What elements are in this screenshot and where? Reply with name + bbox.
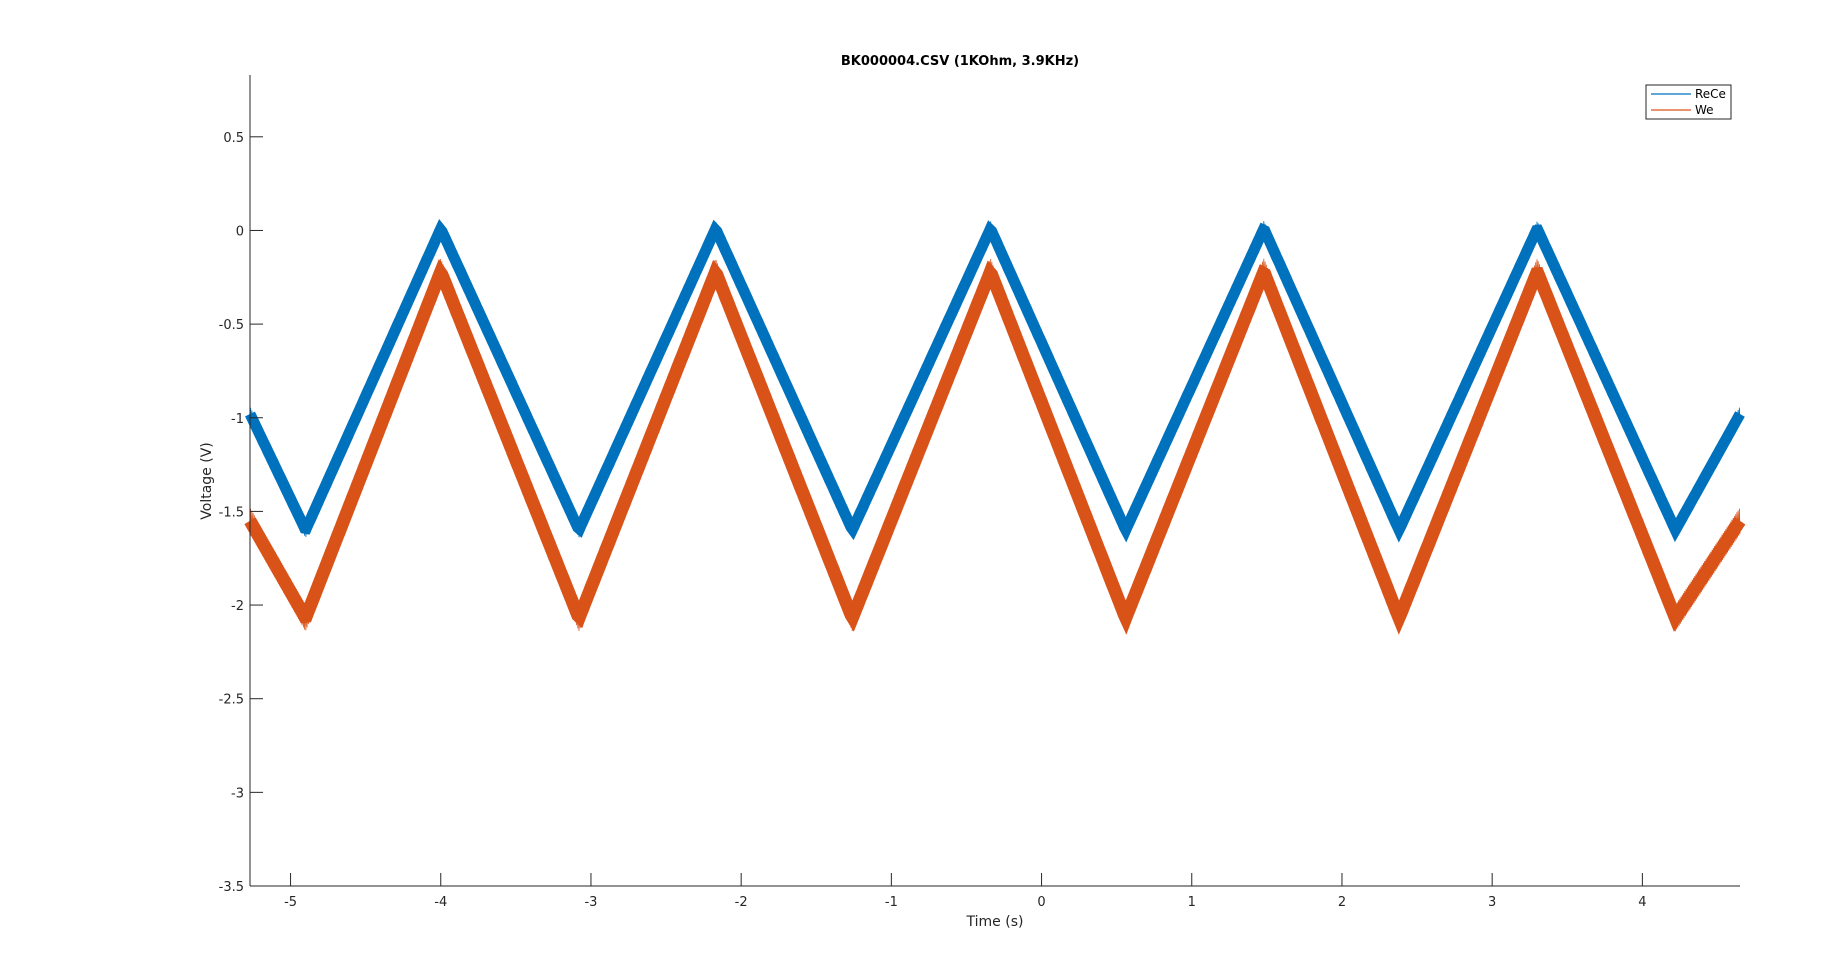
y-axis-label: Voltage (V): [199, 442, 215, 519]
x-tick-label: 3: [1488, 895, 1496, 910]
y-tick-label: -3: [231, 786, 244, 801]
legend-box: [1645, 84, 1732, 120]
x-tick-label: -3: [584, 895, 597, 910]
y-tick-label: 0.5: [223, 131, 244, 146]
x-tick-label: -2: [735, 895, 748, 910]
ticks-layer: -5 -4 -3 -2 -1 0 1 2 3 4 0.5 0 -0.5 -1 -1.5 -2 -2.5 -3 -3.…: [219, 131, 1647, 910]
x-tick-label: -1: [885, 895, 898, 910]
x-tick-label: -5: [284, 895, 297, 910]
x-tick-label: 1: [1188, 895, 1196, 910]
x-tick-label: 0: [1037, 895, 1045, 910]
x-tick-label: 4: [1638, 895, 1646, 910]
y-tick-label: -1.5: [219, 505, 244, 520]
y-tick-label: -3.5: [219, 880, 244, 895]
legend-label-rece: ReCe: [1695, 87, 1726, 101]
series-noise-rece: [249, 221, 1741, 538]
x-axis-label: Time (s): [966, 914, 1024, 930]
axes-layer: [249, 75, 1740, 887]
legend: ReCe We: [1645, 84, 1732, 120]
y-tick-label: -1: [231, 412, 244, 427]
y-tick-label: 0: [236, 224, 244, 239]
series-noise-we: [249, 258, 1741, 632]
legend-label-we: We: [1695, 103, 1714, 117]
y-tick-label: -2.5: [219, 693, 244, 708]
chart-title: BK000004.CSV (1KOhm, 3.9KHz): [841, 54, 1079, 69]
x-tick-label: 2: [1338, 895, 1346, 910]
series-layer: [244, 219, 1746, 635]
y-tick-label: -2: [231, 599, 244, 614]
y-tick-label: -0.5: [219, 318, 244, 333]
x-tick-label: -4: [434, 895, 447, 910]
